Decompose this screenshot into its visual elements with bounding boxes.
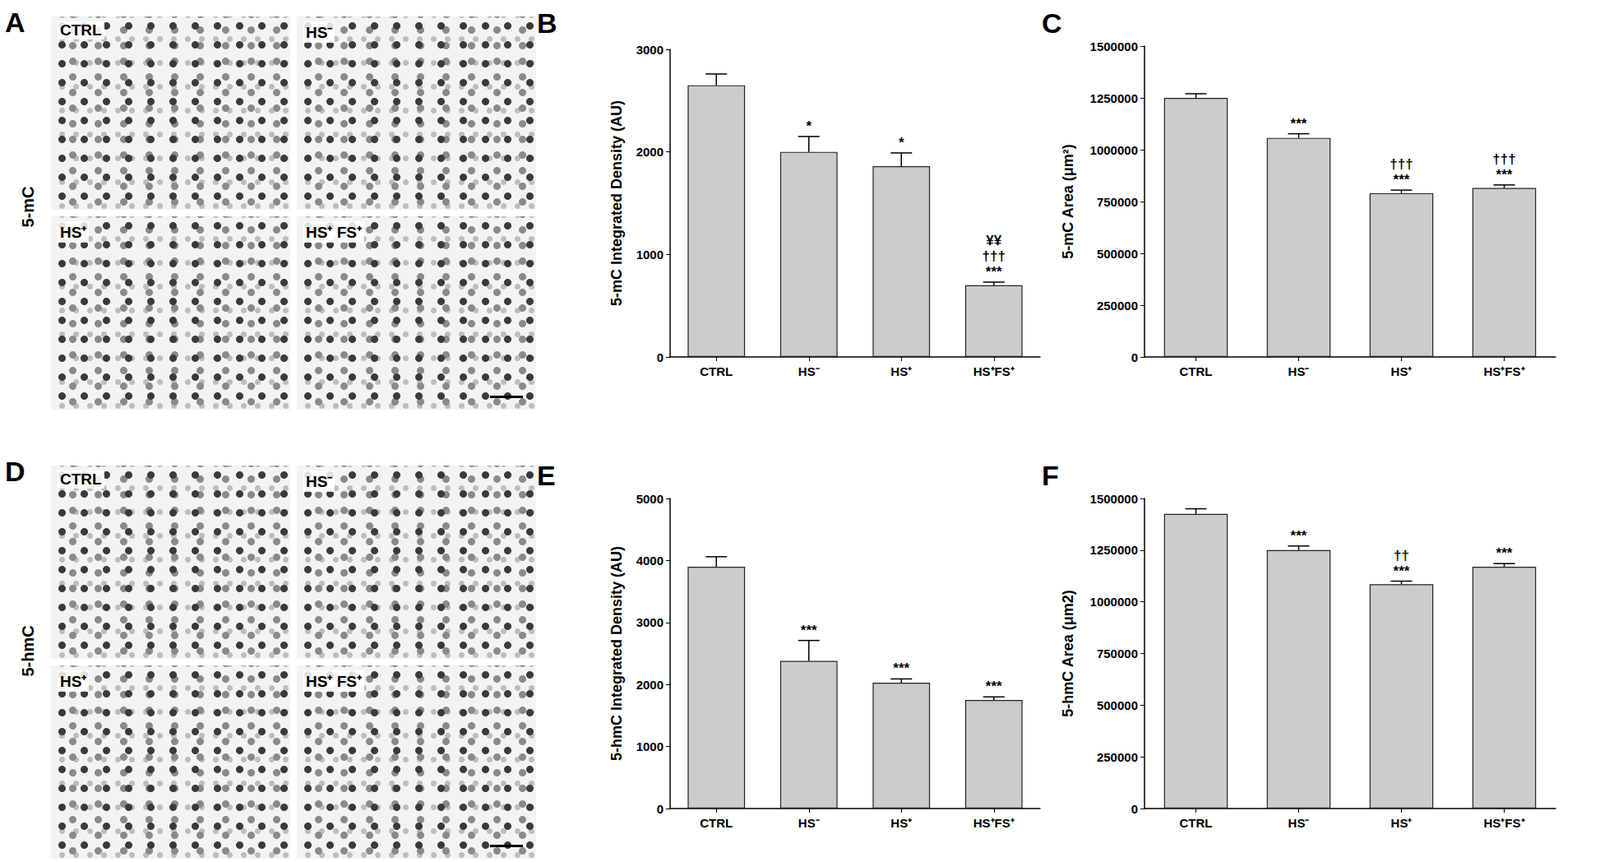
svg-text:1000: 1000: [636, 739, 664, 754]
svg-text:***: ***: [1393, 171, 1411, 188]
svg-text:F: F: [1041, 459, 1059, 491]
svg-text:HS⁻: HS⁻: [798, 815, 820, 830]
svg-text:0: 0: [656, 801, 664, 816]
html-text:CTRL: CTRL: [60, 21, 102, 39]
svg-text:CTRL: CTRL: [1179, 364, 1213, 379]
svg-text:HS⁺: HS⁺: [890, 815, 912, 830]
svg-text:HS⁺FS⁺: HS⁺FS⁺: [973, 815, 1015, 830]
svg-text:250000: 250000: [1096, 749, 1138, 764]
svg-text:5-mC Area (μm²): 5-mC Area (μm²): [1059, 143, 1077, 259]
svg-text:1000000: 1000000: [1090, 143, 1138, 158]
svg-text:HS⁺: HS⁺: [890, 364, 912, 379]
svg-text:***: ***: [800, 622, 818, 639]
svg-text:E: E: [536, 459, 556, 491]
svg-text:5000: 5000: [636, 491, 664, 506]
svg-text:1250000: 1250000: [1090, 542, 1138, 557]
svg-text:B: B: [536, 7, 558, 39]
svg-text:CTRL: CTRL: [699, 364, 733, 379]
svg-text:*: *: [805, 118, 812, 135]
svg-text:†††: †††: [982, 248, 1006, 264]
svg-text:CTRL: CTRL: [699, 815, 733, 830]
html-text:HS⁺: HS⁺: [60, 223, 87, 241]
svg-text:0: 0: [656, 350, 664, 365]
svg-text:2000: 2000: [636, 144, 664, 159]
svg-text:††: ††: [1393, 547, 1410, 564]
svg-text:HS⁻: HS⁻: [1288, 815, 1310, 830]
svg-text:HS⁻: HS⁻: [1288, 364, 1310, 379]
svg-text:***: ***: [985, 678, 1003, 694]
svg-text:***: ***: [1393, 563, 1411, 579]
svg-text:***: ***: [1290, 527, 1308, 544]
svg-text:750000: 750000: [1096, 194, 1138, 209]
svg-text:250000: 250000: [1096, 298, 1138, 313]
html-text:HS⁺: HS⁺: [60, 672, 87, 690]
svg-text:0: 0: [1131, 350, 1138, 365]
svg-text:***: ***: [1496, 545, 1513, 561]
svg-text:HS⁺: HS⁺: [1391, 815, 1413, 830]
svg-text:750000: 750000: [1096, 646, 1138, 661]
svg-text:***: ***: [1496, 166, 1513, 183]
svg-text:4000: 4000: [636, 553, 664, 568]
svg-text:*: *: [898, 134, 905, 151]
svg-text:5-mC Integrated Density (AU): 5-mC Integrated Density (AU): [608, 100, 625, 306]
html-text:HS⁻: HS⁻: [305, 23, 333, 42]
html-text:HS⁻: HS⁻: [305, 472, 333, 491]
svg-text:CTRL: CTRL: [1179, 815, 1213, 830]
svg-text:1500000: 1500000: [1090, 39, 1138, 54]
svg-text:1000000: 1000000: [1090, 594, 1138, 609]
html-text:HS⁺ FS⁺: HS⁺ FS⁺: [305, 223, 362, 241]
html-text:CTRL: CTRL: [60, 470, 102, 488]
svg-text:HS⁺FS⁺: HS⁺FS⁺: [1483, 815, 1525, 830]
svg-text:C: C: [1041, 7, 1063, 39]
html-text:5-hmC: 5-hmC: [18, 625, 37, 677]
svg-text:***: ***: [892, 660, 910, 676]
svg-text:500000: 500000: [1096, 698, 1138, 713]
html-text:HS⁺ FS⁺: HS⁺ FS⁺: [305, 672, 362, 690]
svg-text:3000: 3000: [636, 615, 664, 629]
svg-text:1250000: 1250000: [1090, 91, 1138, 106]
svg-text:2000: 2000: [636, 677, 664, 692]
svg-text:5-hmC Area (μm2): 5-hmC Area (μm2): [1059, 589, 1077, 717]
svg-text:HS⁺FS⁺: HS⁺FS⁺: [1483, 364, 1525, 379]
svg-text:***: ***: [1290, 115, 1308, 132]
svg-text:***: ***: [985, 263, 1003, 280]
svg-text:1000: 1000: [636, 247, 664, 262]
html-text:5-mC: 5-mC: [18, 186, 37, 228]
svg-text:1500000: 1500000: [1090, 491, 1138, 506]
svg-text:¥¥: ¥¥: [985, 232, 1002, 249]
svg-text:500000: 500000: [1096, 246, 1138, 261]
svg-text:†††: †††: [1389, 156, 1413, 172]
html-text:D: D: [4, 455, 26, 487]
svg-text:HS⁻: HS⁻: [798, 364, 820, 379]
svg-text:†††: †††: [1492, 151, 1516, 167]
html-text:A: A: [4, 6, 26, 38]
svg-text:HS⁺: HS⁺: [1391, 364, 1413, 379]
svg-text:HS⁺FS⁺: HS⁺FS⁺: [973, 364, 1015, 379]
svg-text:0: 0: [1131, 801, 1138, 816]
svg-text:5-hmC Integrated Density (AU): 5-hmC Integrated Density (AU): [608, 545, 625, 761]
svg-text:3000: 3000: [636, 42, 664, 57]
